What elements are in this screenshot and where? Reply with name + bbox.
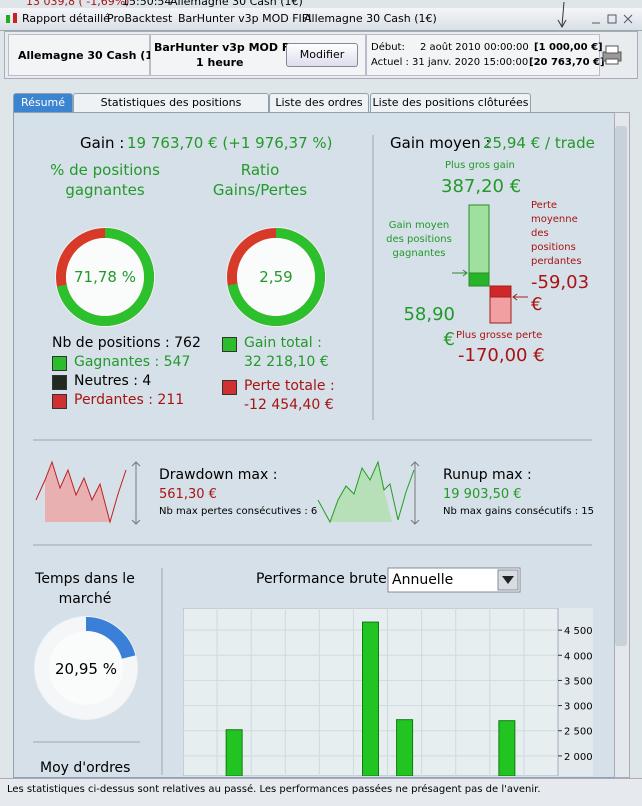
current-label: Actuel : — [371, 57, 409, 68]
avg-value: 25,94 € / trade — [483, 134, 595, 152]
ticker-time: 15:50:54 — [122, 0, 172, 8]
max-gain: 387,20 € — [441, 176, 522, 197]
start-value: [1 000,00 €] — [534, 42, 603, 53]
legend-square — [52, 394, 67, 409]
period-value[interactable]: Annuelle — [392, 572, 454, 588]
range-arrow — [410, 461, 420, 525]
drawdown-line — [35, 460, 127, 524]
avg-loss-label: Perte moyenne des positions perdantes — [531, 200, 582, 267]
ring-inner — [49, 631, 123, 705]
total-loss-label: Perte totale : — [244, 378, 335, 394]
modify-button[interactable]: Modifier — [286, 43, 358, 67]
market-time-title: Temps dans le marché — [35, 571, 135, 607]
range-arrow — [131, 461, 141, 525]
drawdown-streak: Nb max pertes consécutives : 6 — [159, 506, 318, 517]
y-tick-label: 3 500 — [564, 676, 593, 687]
runup-value: 19 903,50 € — [443, 487, 522, 502]
cursor-mark — [557, 1, 567, 29]
current-date: 31 janv. 2020 15:00:00 — [412, 57, 529, 68]
y-tick-label: 2 500 — [564, 727, 593, 738]
app-icon — [6, 13, 17, 23]
legend-square — [222, 380, 237, 395]
max-loss-label: Plus grosse perte — [456, 330, 543, 341]
runup-area — [330, 462, 392, 522]
ring-value — [227, 228, 325, 326]
orders-title: Moy d'ordres — [40, 760, 131, 776]
window-tab[interactable]: ProBacktest — [107, 12, 173, 25]
window-controls[interactable] — [590, 12, 640, 26]
avg-win-bar — [468, 272, 490, 287]
gain-value: 19 763,70 € (+1 976,37 %) — [127, 134, 333, 152]
avg-win-label: Gain moyen des positions gagnantes — [386, 220, 452, 259]
neutral: Neutres : 4 — [74, 373, 152, 389]
bar — [225, 729, 243, 776]
chart: 2 000 2 500 3 000 3 500 4 000 4 500 — [183, 608, 593, 776]
avg-loss-bar — [489, 285, 512, 298]
tab-active[interactable]: Résumé — [13, 93, 73, 112]
total-gain: 32 218,10 € — [244, 354, 329, 370]
runup-line — [317, 460, 415, 524]
avg-title: Gain moyen : — [390, 134, 491, 152]
legend-square — [222, 337, 237, 352]
bar — [362, 621, 379, 776]
ticker-instrument: Allemagne 30 Cash (1€) — [170, 0, 303, 8]
ring-inner — [66, 238, 144, 316]
window-tab[interactable]: BarHunter v3p MOD FIFI — [178, 12, 312, 25]
market-time: 20,95 % — [55, 660, 117, 678]
chart-title: Performance brute — [256, 571, 387, 587]
gain-label: Gain : — [80, 134, 125, 152]
window-tab[interactable]: Rapport détaillé — [22, 12, 110, 25]
y-tick-label: 4 500 — [564, 626, 593, 637]
timeframe: 1 heure — [196, 56, 244, 69]
arrow — [452, 269, 468, 277]
y-tick-label: 2 000 — [564, 752, 593, 763]
ring-inner — [237, 238, 315, 316]
ratio-title: Ratio Gains/Pertes — [212, 161, 308, 199]
max-loss: -170,00 € — [458, 345, 545, 366]
footer: Les statistiques ci-dessus sont relative… — [7, 784, 541, 795]
start-date: 2 août 2010 00:00:00 — [420, 42, 529, 53]
winners: Gagnantes : 547 — [74, 354, 191, 370]
avg-win: 58,90 € — [403, 304, 455, 350]
strategy: BarHunter v3p MOD FIFI — [154, 41, 306, 54]
legend-square — [52, 375, 67, 390]
print-icon[interactable] — [600, 44, 624, 66]
current-value: [20 763,70 €] — [529, 57, 605, 68]
ratio: 2,59 — [259, 268, 293, 286]
dates-box — [366, 34, 600, 76]
instrument-box — [8, 34, 150, 76]
ring-value — [35, 617, 137, 719]
drawdown-label: Drawdown max : — [159, 467, 278, 483]
losers: Perdantes : 211 — [74, 392, 185, 408]
runup-label: Runup max : — [443, 467, 532, 483]
tab[interactable]: Liste des positions clôturées — [370, 93, 531, 112]
bar — [396, 719, 414, 776]
footer-bar — [0, 778, 642, 806]
y-tick-label: 4 000 — [564, 651, 593, 662]
bar — [498, 720, 516, 776]
total-loss: -12 454,40 € — [244, 397, 334, 413]
scroll-thumb[interactable] — [615, 126, 627, 646]
title-bar — [0, 8, 642, 31]
arrow — [512, 293, 528, 301]
total-gain-label: Gain total : — [244, 335, 322, 351]
legend-square — [52, 356, 67, 371]
start-label: Début: — [371, 42, 405, 53]
tab[interactable]: Liste des ordres — [269, 93, 369, 112]
window-tab[interactable]: Allemagne 30 Cash (1€) — [304, 12, 437, 25]
runup-streak: Nb max gains consécutifs : 15 — [443, 506, 594, 517]
select-arrow-icon — [502, 576, 514, 584]
ticker-price: 13 039,8 ( -1,69%) — [26, 0, 130, 8]
drawdown-value: 561,30 € — [159, 487, 217, 502]
max-gain-label: Plus gros gain — [445, 160, 515, 171]
instrument: Allemagne 30 Cash (1€) — [18, 49, 166, 62]
win-title: % de positions gagnantes — [50, 161, 160, 199]
positions: Nb de positions : 762 — [52, 335, 201, 351]
win-rate: 71,78 % — [74, 268, 136, 286]
y-tick-label: 3 000 — [564, 702, 593, 713]
ring-value — [56, 228, 154, 326]
avg-loss: -59,03 € — [531, 272, 590, 315]
